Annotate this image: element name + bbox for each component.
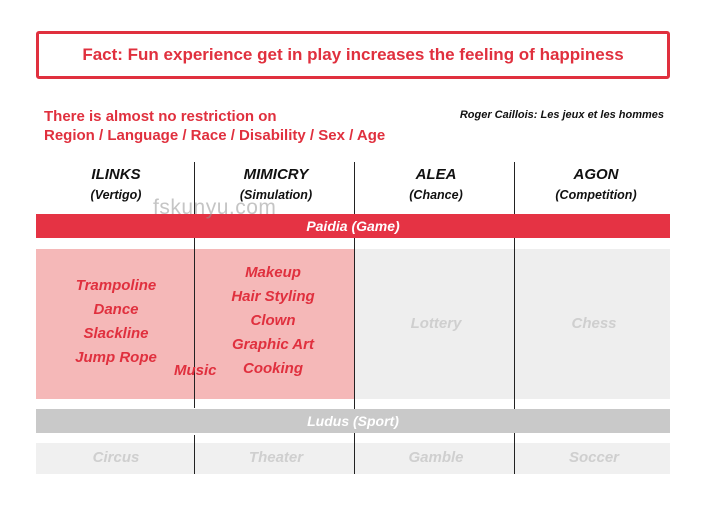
list-item: Clown bbox=[250, 312, 296, 329]
column-name: MIMICRY bbox=[243, 166, 309, 183]
column-divider-3 bbox=[514, 162, 515, 474]
column-subtitle: (Chance) bbox=[409, 188, 463, 202]
chess-item: Chess bbox=[571, 315, 617, 332]
list-item: Slackline bbox=[83, 325, 149, 342]
column-subtitle: (Vertigo) bbox=[90, 188, 142, 202]
ludus-band: Ludus (Sport) bbox=[36, 409, 670, 433]
column-header-alea: ALEA (Chance) bbox=[356, 166, 516, 206]
column-name: ILINKS bbox=[91, 166, 141, 183]
watermark: fskunyu.com bbox=[153, 196, 277, 219]
ilinks-items: Trampoline Dance Slackline Jump Rope bbox=[36, 274, 196, 370]
column-header-ilinks: ILINKS (Vertigo) bbox=[36, 166, 196, 206]
restriction-line-2: Region / Language / Race / Disability / … bbox=[44, 127, 386, 144]
circus-item: Circus bbox=[92, 449, 140, 466]
list-item: Dance bbox=[93, 301, 139, 318]
column-divider-2 bbox=[354, 162, 355, 474]
citation: Roger Caillois: Les jeux et les hommes bbox=[459, 109, 664, 121]
fact-text: Fact: Fun experience get in play increas… bbox=[82, 45, 624, 64]
paidia-band: Paidia (Game) bbox=[36, 214, 670, 238]
theater-item: Theater bbox=[248, 449, 304, 466]
list-item: Hair Styling bbox=[231, 288, 315, 305]
mimicry-items: Makeup Hair Styling Clown Graphic Art Co… bbox=[193, 261, 353, 381]
paidia-pink-area bbox=[36, 249, 354, 399]
list-item: Makeup bbox=[245, 264, 301, 281]
column-subtitle: (Simulation) bbox=[239, 188, 313, 202]
paidia-label: Paidia (Game) bbox=[306, 218, 400, 234]
music-item: Music bbox=[174, 362, 217, 379]
column-divider-1-lower bbox=[194, 435, 195, 474]
column-name: AGON bbox=[573, 166, 619, 183]
column-divider-1 bbox=[194, 162, 195, 408]
gamble-item: Gamble bbox=[408, 449, 464, 466]
list-item: Trampoline bbox=[75, 277, 157, 294]
ludus-label: Ludus (Sport) bbox=[307, 413, 399, 429]
column-subtitle: (Competition) bbox=[555, 188, 637, 202]
paidia-grey-area bbox=[354, 249, 670, 399]
list-item: Jump Rope bbox=[75, 349, 157, 366]
list-item: Graphic Art bbox=[232, 336, 314, 353]
restriction-note: There is almost no restriction on Region… bbox=[44, 107, 385, 145]
soccer-item: Soccer bbox=[568, 449, 620, 466]
ludus-items-area bbox=[36, 443, 670, 474]
column-header-agon: AGON (Competition) bbox=[516, 166, 676, 206]
restriction-line-1: There is almost no restriction on bbox=[44, 108, 277, 125]
fact-box: Fact: Fun experience get in play increas… bbox=[36, 31, 670, 79]
lottery-item: Lottery bbox=[410, 315, 462, 332]
column-header-mimicry: MIMICRY (Simulation) bbox=[196, 166, 356, 206]
column-name: ALEA bbox=[415, 166, 457, 183]
list-item: Cooking bbox=[243, 360, 303, 377]
